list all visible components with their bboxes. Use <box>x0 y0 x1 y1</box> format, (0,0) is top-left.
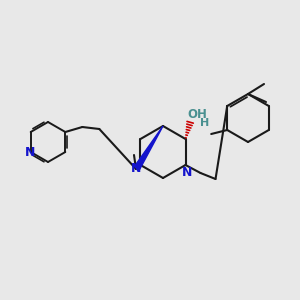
Text: N: N <box>25 146 35 158</box>
Text: N: N <box>182 166 193 178</box>
Polygon shape <box>134 126 163 170</box>
Text: H: H <box>200 118 209 128</box>
Text: N: N <box>131 163 141 176</box>
Text: OH: OH <box>188 109 208 122</box>
